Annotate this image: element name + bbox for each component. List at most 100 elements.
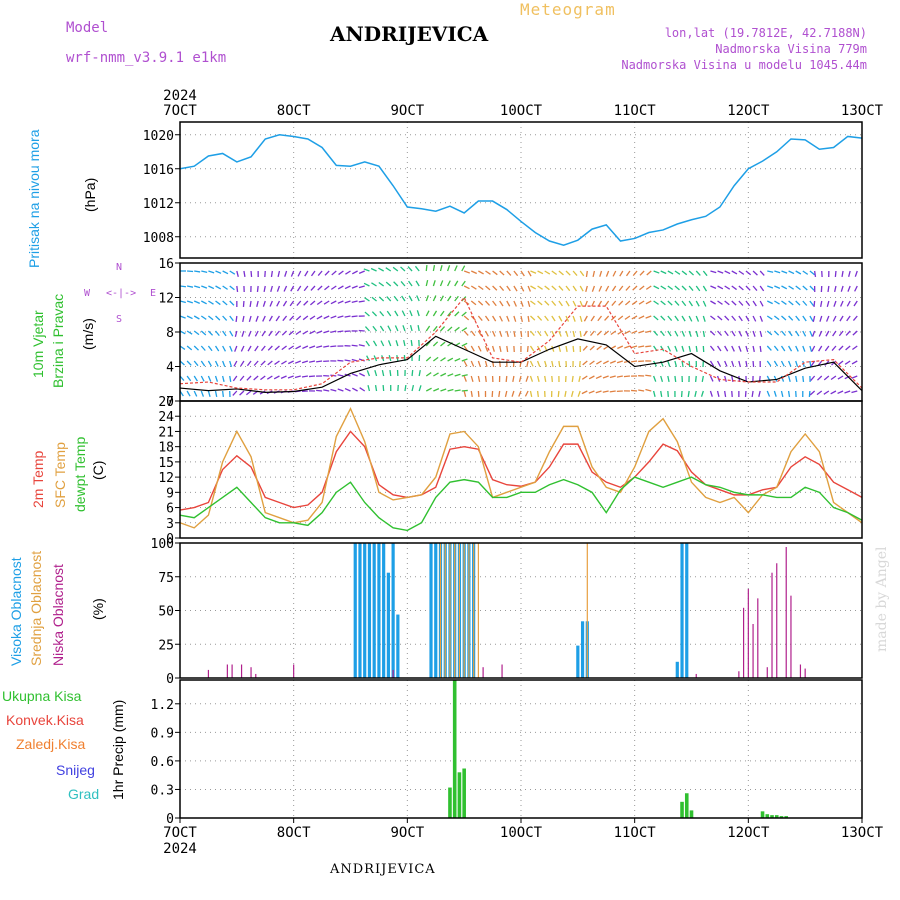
wind-arrow	[316, 389, 323, 392]
wind-arrow	[618, 285, 624, 292]
wind-arrow	[759, 345, 762, 353]
wind-arrow	[179, 330, 186, 335]
wind-arrow	[579, 270, 585, 277]
cloud-bar-mid	[586, 543, 588, 678]
ytick-label: 15	[158, 456, 174, 471]
wind-arrow	[731, 360, 735, 367]
wind-arrow	[530, 300, 536, 306]
wind-arrow	[825, 315, 830, 322]
wind-arrow	[681, 360, 684, 368]
wind-arrow	[780, 345, 786, 352]
ytick-label: 1020	[143, 129, 174, 144]
wind-arrow	[193, 375, 198, 382]
wind-arrow	[527, 270, 532, 277]
wind-arrow	[260, 360, 266, 366]
wind-arrow	[520, 270, 525, 277]
time-label-bottom: 7OCT	[163, 825, 197, 841]
wind-arrow	[363, 282, 370, 287]
wind-arrow	[352, 387, 358, 392]
wind-arrow	[645, 315, 652, 319]
wind-arrow	[767, 285, 774, 289]
wind-arrow	[819, 315, 823, 322]
wind-arrow	[373, 355, 378, 362]
wind-arrow	[631, 330, 638, 334]
wind-arrow	[809, 330, 813, 337]
ytick-label: 1016	[143, 163, 174, 178]
wind-arrow	[222, 315, 228, 321]
wind-arrow	[558, 330, 562, 337]
wind-arrow	[579, 285, 584, 292]
wind-arrow	[236, 285, 239, 293]
wind-arrow	[439, 310, 445, 317]
wind-arrow	[477, 375, 481, 383]
ytick-label: 24	[158, 410, 174, 425]
panel-frame	[179, 542, 863, 679]
wind-arrow	[439, 280, 444, 287]
wind-arrow	[207, 375, 212, 382]
wind-arrow	[687, 390, 690, 398]
wind-arrow	[513, 300, 517, 307]
wind-arrow	[401, 310, 406, 317]
wind-arrow	[738, 345, 742, 352]
time-label-bottom: 9OCT	[390, 825, 424, 841]
wind-arrow	[433, 388, 440, 392]
wind-arrow	[674, 360, 678, 367]
wind-arrow	[214, 375, 219, 382]
wind-arrow	[558, 285, 564, 291]
wind-arrow	[599, 270, 603, 277]
wind-arrow	[752, 360, 755, 368]
wind-arrow	[530, 285, 537, 290]
wind-arrow	[400, 281, 406, 287]
wind-arrow	[612, 270, 617, 277]
wind-arrow	[632, 285, 638, 291]
wind-arrow	[484, 360, 488, 367]
wind-arrow	[358, 329, 365, 332]
panel-frame	[179, 121, 863, 259]
wind-arrow	[631, 300, 638, 306]
wind-arrow	[461, 374, 468, 377]
wind-arrow	[667, 345, 672, 352]
wind-arrow	[344, 359, 351, 362]
wind-arrow	[813, 270, 817, 278]
wind-arrow	[853, 300, 858, 307]
wind-arrow	[179, 300, 186, 304]
wind-arrow	[221, 375, 225, 382]
wind-arrow	[625, 270, 631, 277]
wind-arrow	[330, 388, 337, 392]
legend-freezing: Zaledj.Kisa	[16, 736, 86, 752]
wind-arrow	[274, 360, 280, 365]
wind-arrow	[454, 357, 461, 362]
wind-arrow	[367, 385, 371, 392]
wind-arrow	[404, 384, 407, 392]
wind-arrow	[364, 297, 370, 302]
wind-arrow	[484, 315, 490, 322]
wind-arrow	[788, 345, 793, 352]
ytick-label: 25	[158, 638, 174, 653]
wind-arrow	[401, 295, 406, 302]
wind-arrow	[337, 285, 344, 290]
wind-arrow	[461, 389, 468, 392]
time-label-bottom: 12OCT	[727, 825, 770, 841]
wind-arrow	[767, 270, 774, 273]
wind-arrow	[766, 360, 772, 367]
wind-arrow	[463, 360, 468, 367]
wind-arrow	[745, 345, 749, 352]
wind-arrow	[811, 345, 816, 352]
wind-arrow	[316, 330, 323, 334]
wind-arrow	[520, 330, 523, 338]
wind-arrow	[838, 345, 844, 351]
wind-arrow	[186, 330, 193, 335]
wind-arrow	[378, 296, 385, 302]
wind-arrow	[432, 295, 437, 302]
ytick-label: 1.2	[151, 698, 174, 713]
wind-arrow	[638, 315, 645, 320]
wind-arrow	[275, 315, 280, 322]
wind-arrow	[447, 280, 451, 287]
wind-arrow	[214, 345, 220, 352]
wind-arrow	[269, 300, 273, 307]
wind-arrow	[808, 390, 811, 398]
wind-arrow	[826, 300, 830, 307]
wind-arrow	[407, 266, 413, 272]
wind-arrow	[470, 360, 475, 367]
